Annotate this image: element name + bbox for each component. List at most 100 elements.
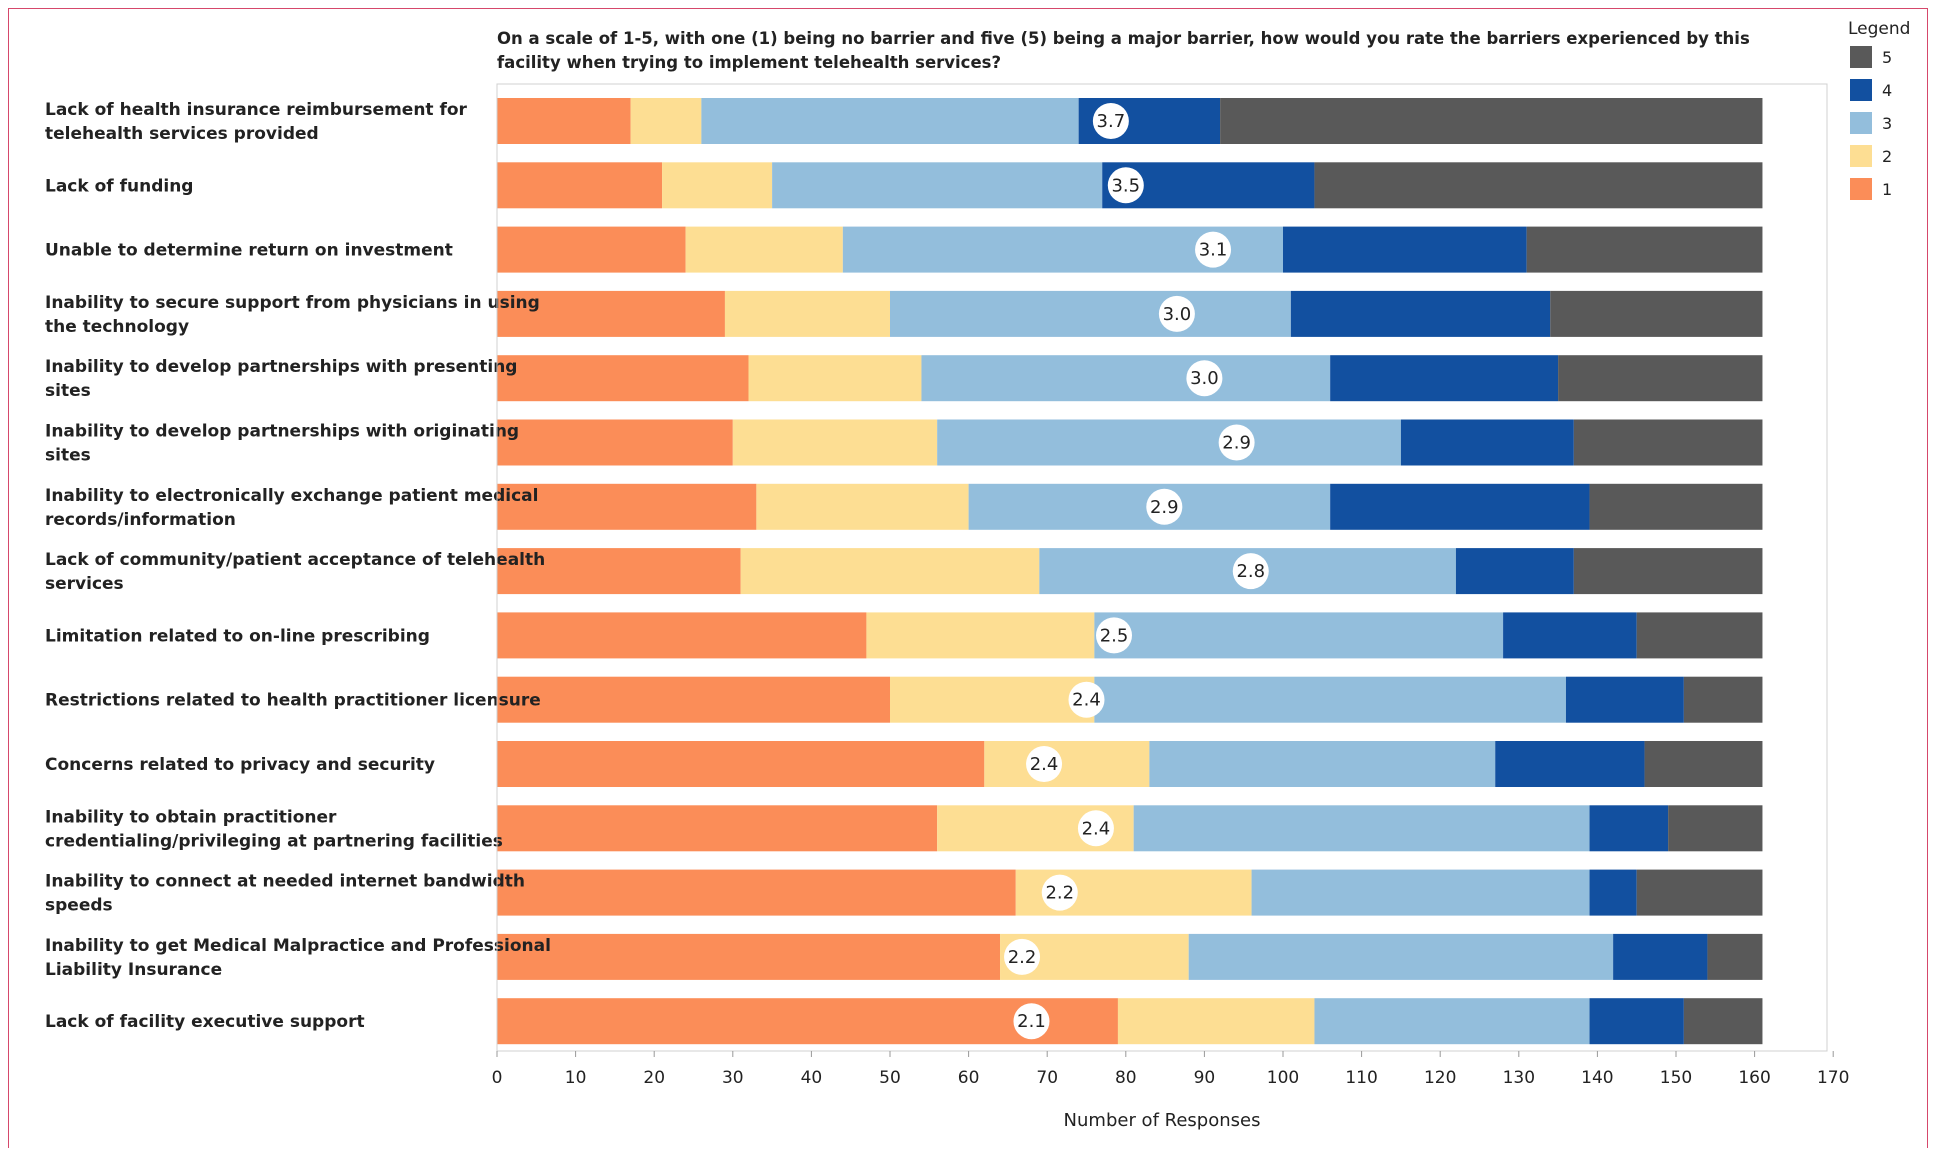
bar-segment-rating-3: [1133, 805, 1590, 852]
category-label: the technology: [45, 317, 189, 337]
bar-segment-rating-5: [1683, 676, 1763, 723]
x-tick-label: 120: [1424, 1068, 1456, 1088]
bar-segment-rating-4: [1290, 290, 1551, 337]
bar-segment-rating-1: [497, 419, 733, 466]
bar-segment-rating-1: [497, 612, 867, 659]
bar-segment-rating-5: [1573, 419, 1763, 466]
average-marker: [1146, 488, 1183, 525]
bar-segment-rating-1: [497, 741, 985, 787]
average-value: 3.1: [1199, 240, 1228, 261]
bar-segment-rating-5: [1668, 805, 1763, 852]
average-marker: [1013, 1003, 1050, 1040]
bar-segment-rating-4: [1589, 805, 1669, 852]
chart-title-line: facility when trying to implement telehe…: [497, 53, 1001, 72]
category-label: Inability to get Medical Malpractice and…: [45, 936, 551, 956]
bar-segment-rating-4: [1495, 741, 1645, 787]
average-value: 2.4: [1082, 818, 1111, 839]
average-marker: [1107, 167, 1144, 204]
bar-segment-rating-5: [1644, 741, 1763, 787]
bar-segment-rating-4: [1400, 419, 1574, 466]
bar-segment-rating-1: [497, 676, 890, 723]
average-value: 2.2: [1045, 883, 1074, 904]
bar-segment-rating-3: [1094, 612, 1504, 659]
bar-segment-rating-5: [1314, 162, 1763, 209]
category-label: Lack of health insurance reimbursement f…: [45, 100, 468, 120]
legend-label: 5: [1882, 48, 1892, 67]
average-marker: [1218, 424, 1255, 461]
average-value: 3.5: [1111, 175, 1140, 196]
category-label: Liability Insurance: [45, 960, 222, 980]
bar-segment-rating-2: [740, 548, 1040, 595]
category-label: Unable to determine return on investment: [45, 241, 453, 261]
x-tick-label: 70: [1036, 1068, 1058, 1088]
x-tick-label: 140: [1581, 1068, 1613, 1088]
category-label: Limitation related to on-line prescribin…: [45, 626, 430, 646]
bar-segment-rating-3: [701, 98, 1079, 144]
legend: Legend 5 4 3 2 1: [1848, 19, 1910, 200]
x-tick-label: 60: [958, 1068, 980, 1088]
x-tick-label: 110: [1345, 1068, 1377, 1088]
average-value: 2.8: [1236, 561, 1265, 582]
category-label: Inability to connect at needed internet …: [45, 872, 525, 892]
bar-segment-rating-1: [497, 483, 757, 530]
chart-question: On a scale of 1-5, with one (1) being no…: [497, 29, 1750, 72]
average-marker: [1004, 938, 1041, 975]
category-label: Inability to obtain practitioner: [45, 807, 337, 827]
category-label: speeds: [45, 896, 113, 916]
bar-segment-rating-2: [748, 355, 922, 402]
average-marker: [1158, 295, 1195, 332]
average-marker: [1232, 553, 1269, 590]
bar-segment-rating-1: [497, 548, 741, 595]
bar-segment-rating-5: [1526, 226, 1763, 273]
bar-segment-rating-1: [497, 355, 749, 402]
bar-segment-rating-2: [890, 676, 1095, 723]
bar-segment-rating-2: [756, 483, 969, 530]
category-label: records/information: [45, 510, 236, 530]
legend-swatch-1: [1850, 178, 1872, 200]
legend-label: 4: [1882, 81, 1892, 100]
bar-segment-rating-1: [497, 805, 938, 852]
bar-segment-rating-2: [630, 98, 702, 144]
average-marker: [1195, 231, 1232, 268]
bar-segment-rating-4: [1330, 355, 1559, 402]
category-label: credentialing/privileging at partnering …: [45, 831, 503, 851]
category-label: Concerns related to privacy and security: [45, 755, 435, 775]
average-marker: [1026, 746, 1063, 782]
legend-swatch-5: [1850, 46, 1872, 68]
bar-segment-rating-2: [732, 419, 938, 466]
x-tick-label: 150: [1660, 1068, 1692, 1088]
average-value: 2.4: [1030, 754, 1059, 775]
bar-segment-rating-4: [1503, 612, 1637, 659]
legend-label: 2: [1882, 147, 1892, 166]
category-label: Restrictions related to health practitio…: [45, 691, 541, 711]
category-label: sites: [45, 381, 91, 401]
average-value: 2.9: [1150, 497, 1179, 518]
chart-frame: [8, 8, 1928, 1148]
average-value: 2.4: [1072, 690, 1101, 711]
bar-segment-rating-2: [685, 226, 843, 273]
bar-segment-rating-2: [724, 290, 890, 337]
bar-segment-rating-5: [1550, 290, 1763, 337]
bars-layer: [497, 98, 1763, 1045]
chart-title-line: On a scale of 1-5, with one (1) being no…: [497, 29, 1750, 48]
category-label: telehealth services provided: [45, 124, 319, 144]
x-tick-label: 30: [722, 1068, 744, 1088]
bar-segment-rating-3: [1149, 741, 1496, 787]
x-tick-label: 0: [492, 1068, 503, 1088]
average-value: 2.2: [1008, 947, 1037, 968]
x-axis: 0 10 20 30 40 50 60 70 80 90 100 110 120 130 140 150 160…: [492, 83, 1849, 1131]
bar-segment-rating-3: [921, 355, 1331, 402]
category-label: sites: [45, 446, 91, 466]
bar-segment-rating-3: [1094, 676, 1566, 723]
plot-area: [496, 83, 1828, 1052]
bar-segment-rating-3: [772, 162, 1103, 209]
bar-segment-rating-1: [497, 162, 663, 209]
x-axis-title: Number of Responses: [1064, 1110, 1261, 1131]
average-marker: [1068, 681, 1105, 718]
average-value: 2.9: [1222, 433, 1251, 454]
bar-segment-rating-2: [662, 162, 773, 209]
legend-swatch-3: [1850, 112, 1872, 134]
legend-swatch-2: [1850, 145, 1872, 167]
legend-label: 1: [1882, 180, 1892, 199]
